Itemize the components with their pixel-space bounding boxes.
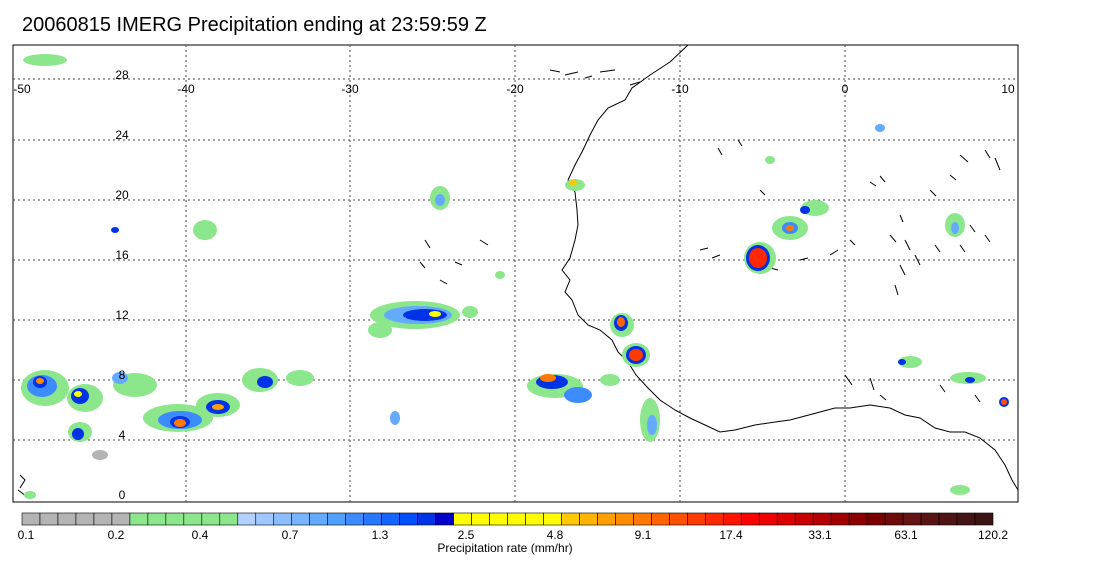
colorbar-swatch (507, 512, 526, 526)
lat-label: 8 (119, 368, 126, 382)
colorbar-swatch (345, 512, 364, 526)
colorbar-swatch (201, 512, 221, 526)
colorbar-swatch (75, 512, 95, 526)
colorbar-swatch (39, 512, 59, 526)
colorbar-swatch (93, 512, 113, 526)
colorbar-tick-label: 33.1 (808, 528, 832, 542)
colorbar-swatch (579, 512, 598, 526)
lon-label: -30 (341, 82, 359, 96)
map-title: 20060815 IMERG Precipitation ending at 2… (22, 14, 487, 36)
colorbar-tick-label: 63.1 (894, 528, 918, 542)
colorbar-tick-label: 0.7 (281, 528, 299, 542)
colorbar-swatch (165, 512, 185, 526)
colorbar-swatch (722, 512, 742, 526)
lat-label: 0 (119, 488, 126, 502)
lon-label: -40 (177, 82, 195, 96)
colorbar-tick-label: 120.2 (977, 528, 1009, 542)
colorbar-swatch (543, 512, 562, 526)
colorbar-tick-label: 0.1 (17, 528, 35, 542)
lat-label: 12 (115, 308, 129, 322)
colorbar-tick-label: 2.5 (457, 528, 475, 542)
lat-label: 24 (115, 128, 129, 142)
lat-label: 4 (119, 428, 126, 442)
colorbar-tick-label: 9.1 (634, 528, 652, 542)
lon-label: -10 (671, 82, 689, 96)
lat-label: 20 (115, 188, 129, 202)
colorbar-tick-label: 1.3 (371, 528, 389, 542)
colorbar-swatch (291, 512, 311, 526)
lon-label: 0 (842, 82, 849, 96)
colorbar-swatch (920, 512, 940, 526)
colorbar-swatch (776, 512, 796, 526)
colorbar-swatch (525, 512, 544, 526)
colorbar-swatch (561, 512, 580, 526)
colorbar-swatch (758, 512, 778, 526)
colorbar-swatch (902, 512, 922, 526)
colorbar-swatch (129, 512, 149, 526)
colorbar-swatch (237, 512, 257, 526)
latitude-labels: 28 24 20 16 12 8 4 0 (115, 68, 129, 502)
colorbar-swatch (704, 512, 724, 526)
lon-label: 10 (1001, 82, 1015, 96)
lon-label: -50 (13, 82, 31, 96)
colorbar-swatch (471, 512, 490, 526)
colorbar-swatch (866, 512, 886, 526)
colorbar-swatch (219, 512, 239, 526)
colorbar-swatch (830, 512, 850, 526)
colorbar-tick-label: 0.2 (107, 528, 125, 542)
longitude-labels: -50 -40 -30 -20 -10 0 10 (13, 82, 1015, 96)
colorbar-swatch (489, 512, 508, 526)
colorbar-swatch (956, 512, 976, 526)
colorbar-swatch (309, 512, 328, 526)
colorbar-swatch (633, 512, 652, 526)
colorbar-swatch (327, 512, 346, 526)
colorbar-swatch (740, 512, 760, 526)
precip-cells (21, 54, 1009, 499)
colorbar-swatch (21, 512, 41, 526)
colorbar (21, 512, 994, 526)
lon-label: -20 (506, 82, 524, 96)
colorbar-tick-label: 4.8 (546, 528, 564, 542)
colorbar-tick-label: 0.4 (191, 528, 209, 542)
colorbar-swatch (255, 512, 275, 526)
colorbar-swatch (669, 512, 688, 526)
colorbar-swatch (687, 512, 706, 526)
colorbar-swatch (417, 512, 436, 526)
colorbar-swatch (273, 512, 293, 526)
colorbar-swatch (111, 512, 131, 526)
colorbar-swatch (615, 512, 634, 526)
colorbar-tick-label: 17.4 (719, 528, 743, 542)
colorbar-swatch (399, 512, 418, 526)
colorbar-title: Precipitation rate (mm/hr) (437, 541, 573, 555)
colorbar-swatch (938, 512, 958, 526)
colorbar-swatch (974, 512, 994, 526)
map-frame (12, 44, 1019, 503)
colorbar-swatch (884, 512, 904, 526)
colorbar-swatch (435, 512, 454, 526)
colorbar-swatch (363, 512, 382, 526)
colorbar-swatch (453, 512, 472, 526)
lat-label: 28 (115, 68, 129, 82)
colorbar-swatch (147, 512, 167, 526)
colorbar-swatch (381, 512, 400, 526)
colorbar-swatch (597, 512, 616, 526)
colorbar-swatch (651, 512, 670, 526)
colorbar-swatch (183, 512, 203, 526)
lat-label: 16 (115, 248, 129, 262)
colorbar-swatch (794, 512, 814, 526)
colorbar-swatch (848, 512, 868, 526)
colorbar-swatch (57, 512, 77, 526)
colorbar-swatch (812, 512, 832, 526)
